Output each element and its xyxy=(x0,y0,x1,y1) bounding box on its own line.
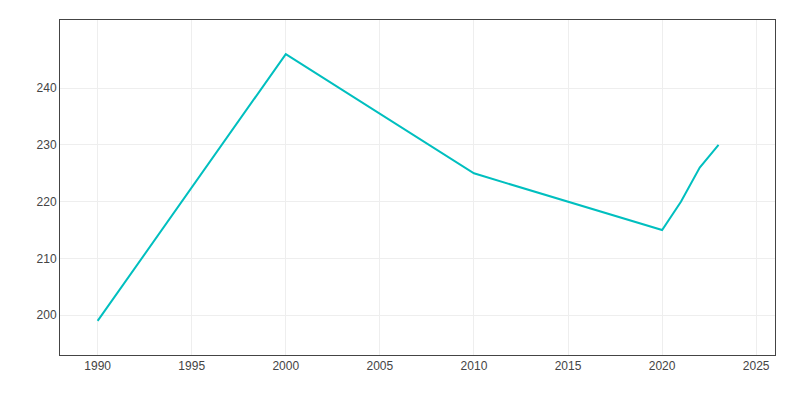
svg-text:200: 200 xyxy=(37,308,57,322)
svg-text:210: 210 xyxy=(37,252,57,266)
svg-text:230: 230 xyxy=(37,138,57,152)
svg-text:2005: 2005 xyxy=(367,359,394,373)
svg-text:2010: 2010 xyxy=(461,359,488,373)
svg-text:2020: 2020 xyxy=(649,359,676,373)
svg-text:1990: 1990 xyxy=(84,359,111,373)
svg-text:2015: 2015 xyxy=(555,359,582,373)
svg-text:2000: 2000 xyxy=(272,359,299,373)
svg-text:240: 240 xyxy=(37,81,57,95)
svg-text:2025: 2025 xyxy=(743,359,770,373)
svg-text:220: 220 xyxy=(37,195,57,209)
svg-text:1995: 1995 xyxy=(178,359,205,373)
